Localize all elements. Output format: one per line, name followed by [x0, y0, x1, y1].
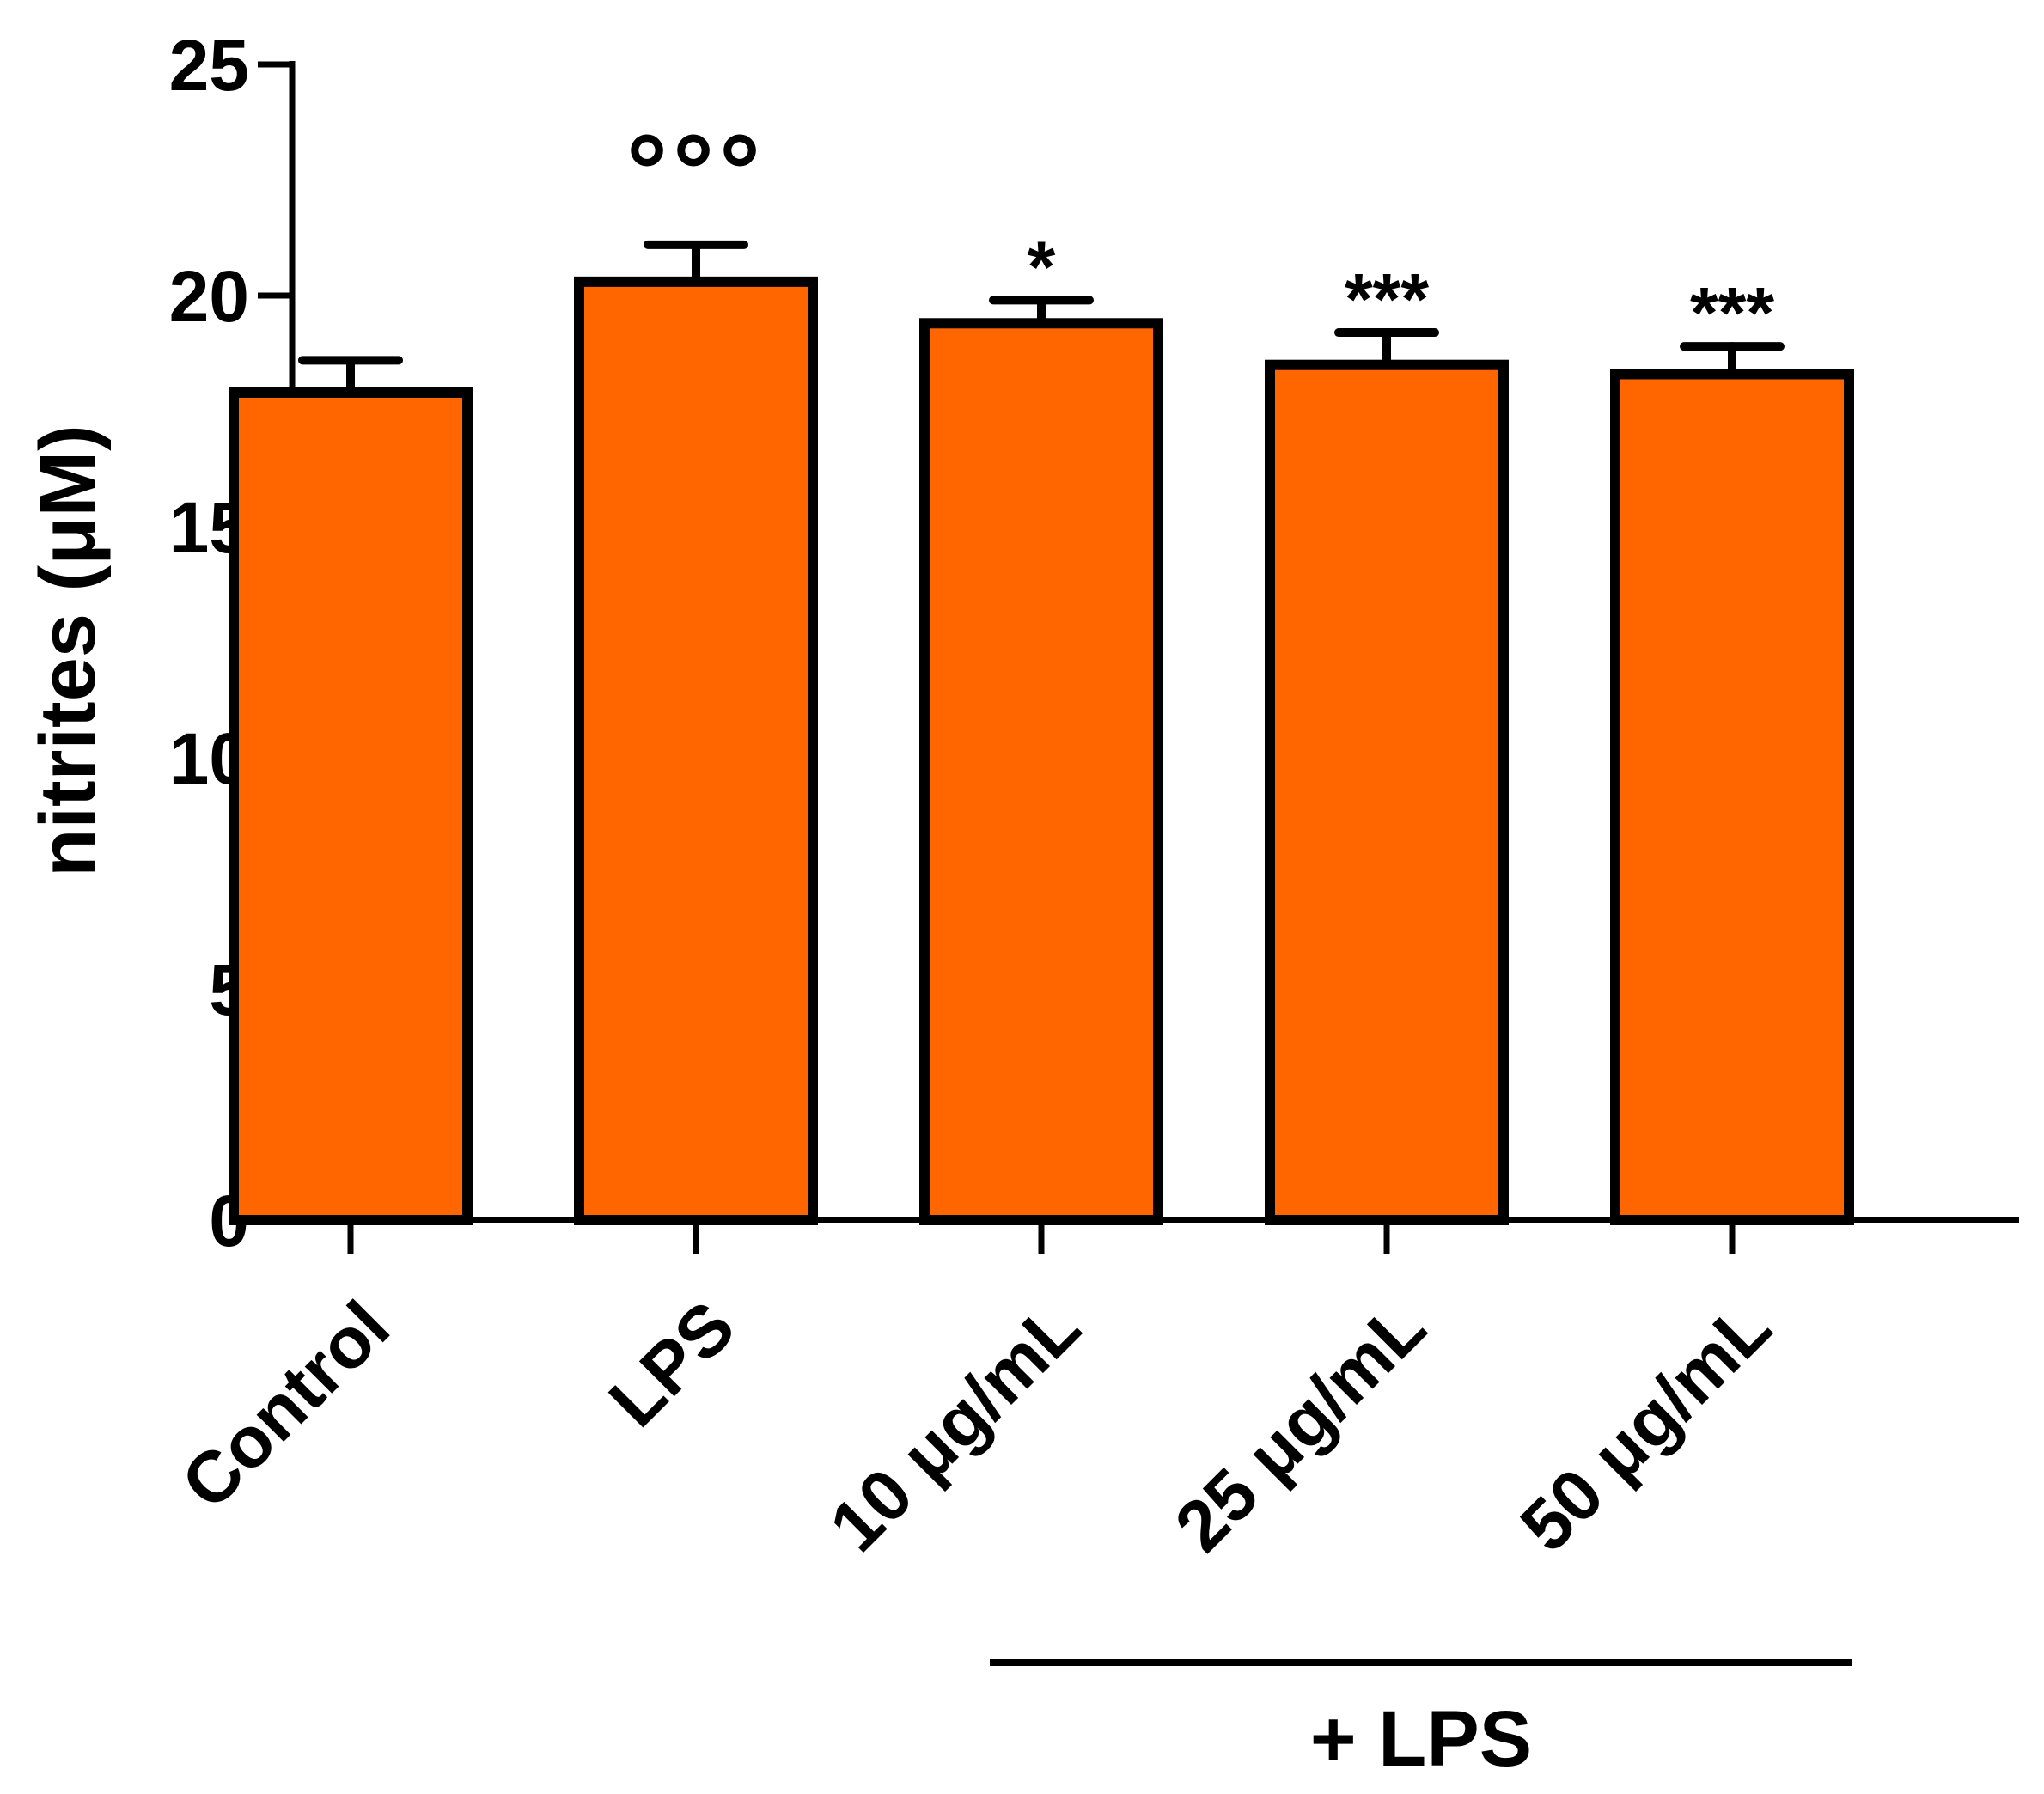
- bar-3: [1265, 359, 1509, 1225]
- x-tick-label-3: 25 μg/mL: [1159, 1285, 1440, 1566]
- bar-4: [1610, 369, 1854, 1225]
- x-tick-label-4: 50 μg/mL: [1504, 1285, 1785, 1566]
- group-label: + LPS: [1310, 1695, 1532, 1783]
- x-tick-label-1: LPS: [594, 1285, 750, 1442]
- x-tick-label-0: Control: [166, 1285, 405, 1524]
- bar-0: [229, 387, 473, 1226]
- annotation-4: ***: [1690, 272, 1774, 353]
- bar-1: [574, 276, 818, 1225]
- annotation-3: ***: [1345, 259, 1429, 339]
- bar-2: [919, 318, 1163, 1225]
- y-tick-label-4: 20: [169, 256, 249, 337]
- significance-annotations: °°°* *** ***: [626, 113, 1774, 353]
- bars: [229, 276, 1854, 1226]
- annotation-2: *: [1028, 226, 1056, 307]
- y-tick-label-5: 25: [169, 25, 249, 106]
- error-bars: [298, 240, 1785, 397]
- annotation-1: °°°: [626, 113, 766, 229]
- x-tick-label-2: 10 μg/mL: [814, 1285, 1095, 1566]
- category-labels: Control LPS 10 μg/mL 25 μg/mL 50 μg/mL: [166, 1285, 1786, 1566]
- y-axis-title: nitrites (μM): [24, 424, 112, 876]
- lps-group: + LPS: [990, 1659, 1852, 1783]
